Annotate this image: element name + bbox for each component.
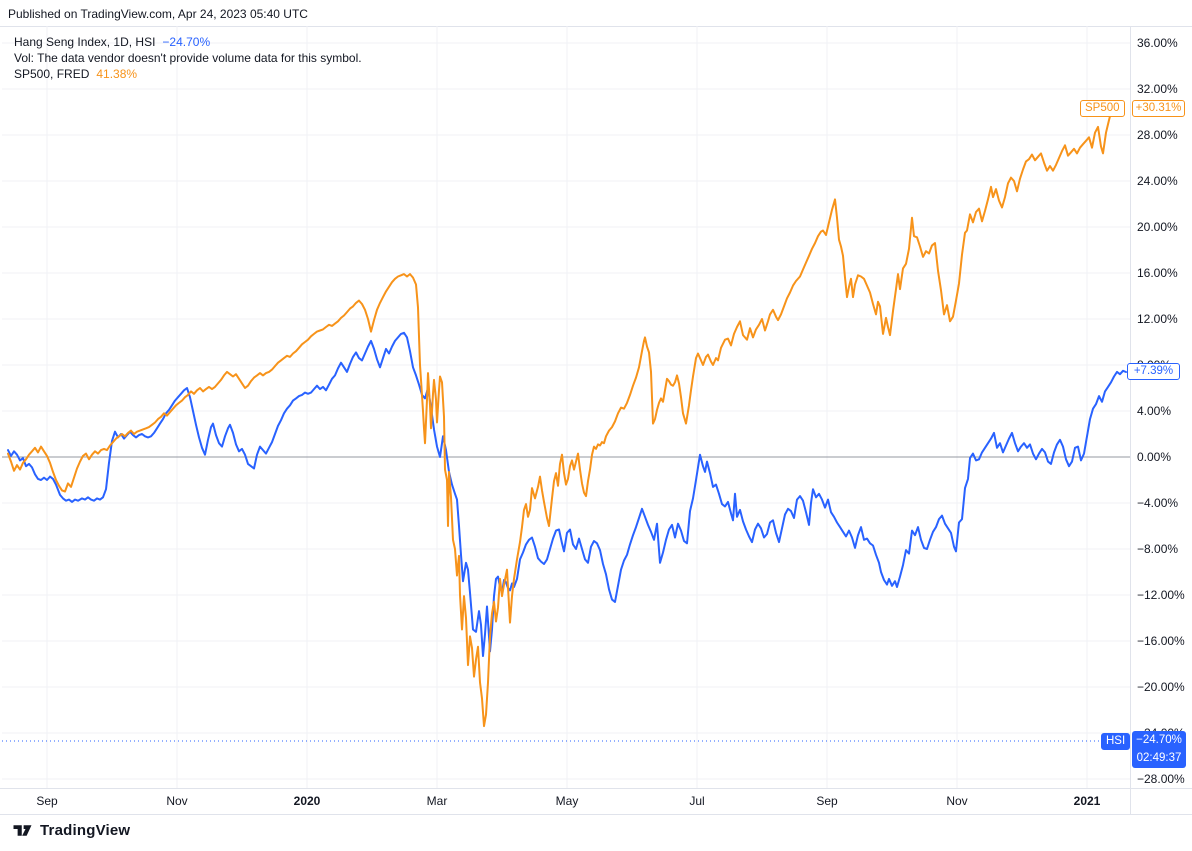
time-axis-label: Jul: [689, 794, 705, 808]
price-axis-label: 36.00%: [1137, 35, 1178, 50]
price-axis-label: 12.00%: [1137, 311, 1178, 326]
time-axis-label: May: [555, 794, 579, 808]
price-axis-label: −4.00%: [1137, 495, 1179, 510]
chart-top-border: [0, 26, 1192, 27]
time-axis-label: Nov: [166, 794, 188, 808]
sp500-price-label: +30.31%: [1132, 100, 1185, 117]
sp500-change-value: 41.38%: [96, 67, 138, 81]
hsi-last-value-label: +7.39%: [1127, 363, 1180, 380]
price-axis-label: −12.00%: [1137, 587, 1185, 602]
hsi-price-value: −24.70%: [1136, 734, 1182, 746]
sp500-series-tag: SP500: [1080, 100, 1125, 117]
hsi-price-label: −24.70% 02:49:37: [1132, 731, 1186, 768]
tradingview-logo[interactable]: TradingView: [12, 820, 130, 841]
chart-bottom-border: [0, 814, 1192, 815]
price-axis-label: 24.00%: [1137, 173, 1178, 188]
time-axis-label: 2021: [1073, 794, 1101, 808]
legend-row-sp500: SP500, FRED 41.38%: [14, 66, 362, 82]
price-axis-label: 16.00%: [1137, 265, 1178, 280]
price-axis-label: 0.00%: [1137, 449, 1172, 464]
time-axis-label: 2020: [293, 794, 321, 808]
hsi-line-series: [7, 331, 1127, 657]
time-axis-label: Sep: [816, 794, 838, 808]
legend-row-hsi: Hang Seng Index, 1D, HSI −24.70%: [14, 34, 362, 50]
tradingview-logo-text: TradingView: [40, 822, 131, 839]
time-axis-label: Nov: [946, 794, 968, 808]
time-axis-label: Sep: [36, 794, 58, 808]
sp500-symbol-title: SP500, FRED: [14, 67, 90, 81]
sp500-line-series: [7, 107, 1113, 728]
price-axis-separator: [1130, 26, 1131, 814]
price-axis-label: −8.00%: [1137, 541, 1179, 556]
price-axis-label: 28.00%: [1137, 127, 1178, 142]
price-axis-label: 20.00%: [1137, 219, 1178, 234]
legend-row-volume-note: Vol: The data vendor doesn't provide vol…: [14, 50, 362, 66]
hsi-symbol-title: Hang Seng Index, 1D, HSI: [14, 35, 156, 49]
hsi-series-tag: HSI: [1101, 733, 1131, 750]
price-axis-label: −28.00%: [1137, 771, 1185, 786]
price-axis-label: 4.00%: [1137, 403, 1172, 418]
volume-note: Vol: The data vendor doesn't provide vol…: [14, 51, 362, 65]
price-axis-label: −20.00%: [1137, 679, 1185, 694]
hsi-change-value: −24.70%: [162, 35, 211, 49]
price-axis-label: −16.00%: [1137, 633, 1185, 648]
hsi-countdown-timer: 02:49:37: [1136, 752, 1182, 764]
time-axis-label: Mar: [426, 794, 448, 808]
published-header: Published on TradingView.com, Apr 24, 20…: [8, 7, 308, 21]
time-axis-separator: [0, 788, 1192, 789]
price-axis-label: 32.00%: [1137, 81, 1178, 96]
chart-legend: Hang Seng Index, 1D, HSI −24.70% Vol: The…: [14, 34, 362, 82]
tradingview-logo-icon: [13, 825, 32, 836]
